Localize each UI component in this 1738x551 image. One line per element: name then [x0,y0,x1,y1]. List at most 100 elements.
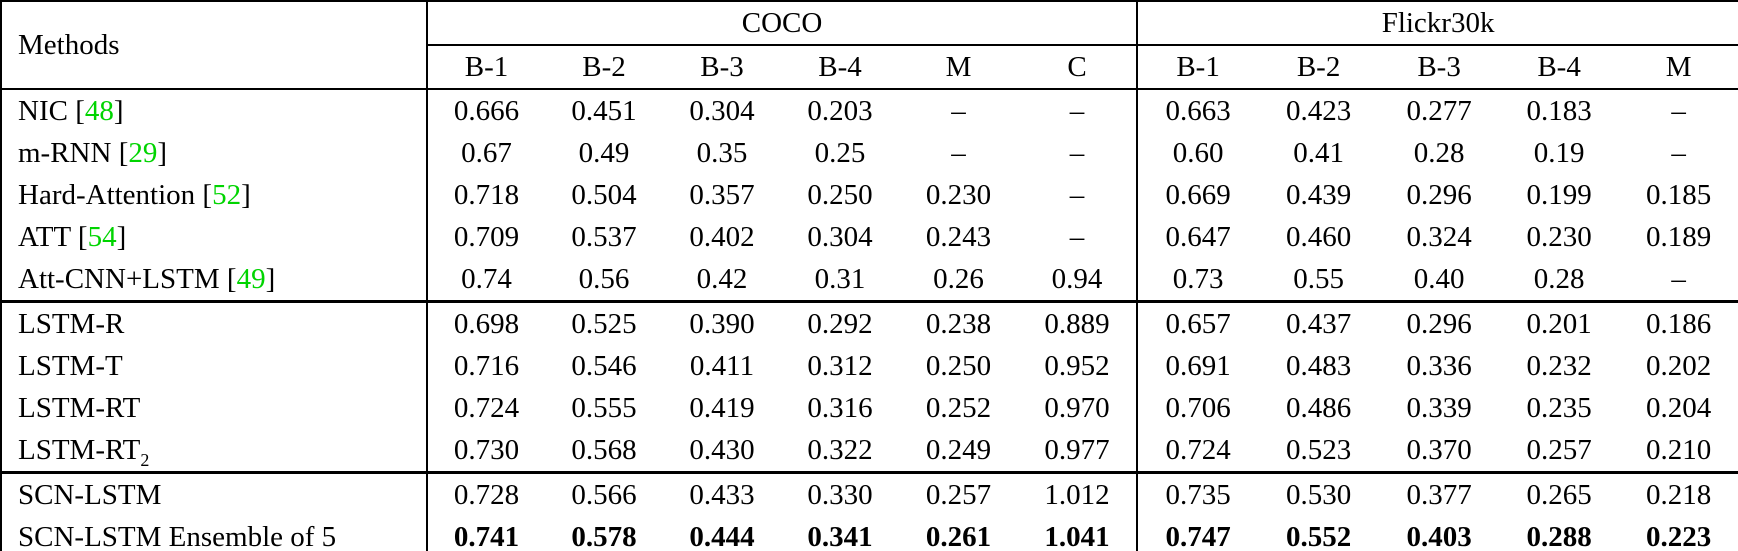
coco-value-cell: 0.31 [814,262,866,295]
flickr-value-cell: 0.296 [1379,300,1500,345]
method-name: LSTM-R [18,307,125,340]
flickr-value-cell: 0.204 [1645,391,1712,424]
coco-value-cell: 0.411 [689,349,755,382]
method-name: SCN-LSTM Ensemble of 5 [18,520,337,551]
flickr-value-cell: 0.324 [1406,220,1472,253]
flickr-value-cell: 0.657 [1136,300,1259,345]
flickr-value-cell: 0.403 [1406,520,1472,551]
method-cell: LSTM-R [1,300,427,345]
method-cell: SCN-LSTM Ensemble of 5 [1,516,427,551]
coco-value-cell: 0.312 [807,349,873,382]
flickr-value-cell: 0.210 [1645,433,1712,466]
flickr-value-cell: 0.202 [1645,349,1712,382]
coco-value-cell: 0.249 [925,433,992,466]
coco-value-cell: – [951,94,966,127]
flickr-value-cell: 0.296 [1406,178,1472,211]
coco-value-cell: 0.430 [689,433,755,466]
flickr-value-cell: 0.647 [1136,216,1259,258]
metric-header-row: B-1 B-2 B-3 B-4 M C B-1 B-2 B-3 B-4 M [1,45,1738,90]
coco-value-cell: 0.728 [426,471,545,516]
citation-number[interactable]: 54 [87,220,117,253]
citation-number[interactable]: 52 [212,178,242,211]
coco-value-cell: 0.555 [571,391,637,424]
flickr-value-cell: 0.724 [1136,429,1259,473]
coco-value-cell: 0.666 [426,89,545,132]
method-cell: ATT [54] [18,220,127,253]
coco-value-cell: 0.203 [807,94,873,127]
citation-number[interactable]: 29 [128,136,158,169]
flickr-value-cell: – [1671,262,1686,295]
method-name: SCN-LSTM [18,478,162,511]
coco-value-cell: 0.250 [807,178,873,211]
coco-value-cell: 0.566 [545,471,663,516]
coco-value-cell: 0.889 [1018,300,1138,345]
citation-number[interactable]: 48 [84,94,114,127]
method-cell: LSTM-RT [1,387,427,429]
table-row: Hard-Attention [52] 0.718 0.504 0.357 0.250 0… [1,174,1738,216]
table-row: m-RNN [29] 0.67 0.49 0.35 0.25 – – 0.60 0.41 0.28… [1,132,1738,174]
table-row: NIC [48] 0.666 0.451 0.304 0.203 – – 0.663 0.423… [1,89,1738,132]
flickr-value-cell: 0.199 [1526,178,1592,211]
coco-value-cell: 0.451 [571,94,637,127]
coco-value-cell: 0.316 [807,391,873,424]
coco-value-cell: 0.26 [933,262,984,295]
coco-value-cell: 0.716 [426,345,545,387]
method-cell: m-RNN [29] [18,136,168,169]
flickr-value-cell: 0.235 [1526,391,1592,424]
coco-value-cell: – [1069,178,1085,211]
coco-value-cell: – [951,136,966,169]
flickr-value-cell: 0.185 [1645,178,1712,211]
coco-value-cell: 0.304 [807,220,873,253]
column-header-coco-b3: B-3 [663,45,781,90]
method-subscript: 2 [140,449,150,470]
flickr-value-cell: 0.339 [1406,391,1472,424]
coco-value-cell: 0.357 [689,178,755,211]
coco-value-cell: – [1069,220,1085,253]
coco-value-cell: 0.257 [899,471,1018,516]
coco-value-cell: 0.292 [781,300,899,345]
flickr-value-cell: 0.663 [1136,89,1259,132]
flickr-value-cell: 0.218 [1619,471,1738,516]
coco-value-cell: 0.238 [899,300,1018,345]
method-cell: Hard-Attention [52] [18,178,251,211]
coco-value-cell: 0.49 [578,136,630,169]
table-row: LSTM-R 0.698 0.525 0.390 0.292 0.238 0.889 0.65… [1,300,1738,345]
flickr-value-cell: – [1671,94,1686,127]
coco-value-cell: – [1069,94,1085,127]
flickr-value-cell: 0.735 [1136,471,1259,516]
table-body: NIC [48] 0.666 0.451 0.304 0.203 – – 0.663 0.423… [1,89,1738,551]
column-header-coco-b1: B-1 [426,45,545,90]
flickr-value-cell: 0.669 [1136,174,1259,216]
citation-number[interactable]: 49 [236,262,266,295]
coco-value-cell: 0.243 [925,220,992,253]
flickr-value-cell: 0.257 [1526,433,1592,466]
method-cell: LSTM-T [1,345,427,387]
flickr-value-cell: 0.265 [1499,471,1620,516]
method-cell: Att-CNN+LSTM [49] [18,262,276,295]
flickr-value-cell: 0.73 [1136,258,1259,302]
flickr-value-cell: 0.552 [1285,520,1352,551]
coco-value-cell: 0.730 [426,429,545,473]
coco-value-cell: 0.230 [925,178,992,211]
method-name: LSTM-RT [18,433,141,466]
flickr-value-cell: 0.28 [1413,136,1465,169]
method-name: Hard-Attention [18,178,196,211]
coco-value-cell: 0.525 [545,300,663,345]
flickr-value-cell: 0.288 [1526,520,1592,551]
coco-value-cell: 0.698 [426,300,545,345]
table-row: LSTM-T 0.716 0.546 0.411 0.312 0.250 0.952 0.69… [1,345,1738,387]
table-row: LSTM-RT2 0.730 0.568 0.430 0.322 0.249 0.977 0.… [1,429,1738,473]
flickr-value-cell: – [1671,136,1686,169]
flickr-value-cell: 0.437 [1258,300,1380,345]
flickr-value-cell: 0.201 [1499,300,1620,345]
flickr-value-cell: 0.277 [1406,94,1472,127]
coco-value-cell: 0.419 [689,391,755,424]
coco-value-cell: 0.444 [689,520,755,551]
coco-value-cell: 0.56 [578,262,630,295]
coco-value-cell: 0.578 [571,520,637,551]
coco-value-cell: 0.261 [925,520,992,551]
coco-value-cell: 0.341 [807,520,873,551]
flickr-value-cell: 0.40 [1413,262,1465,295]
column-header-coco-m: M [899,45,1018,90]
